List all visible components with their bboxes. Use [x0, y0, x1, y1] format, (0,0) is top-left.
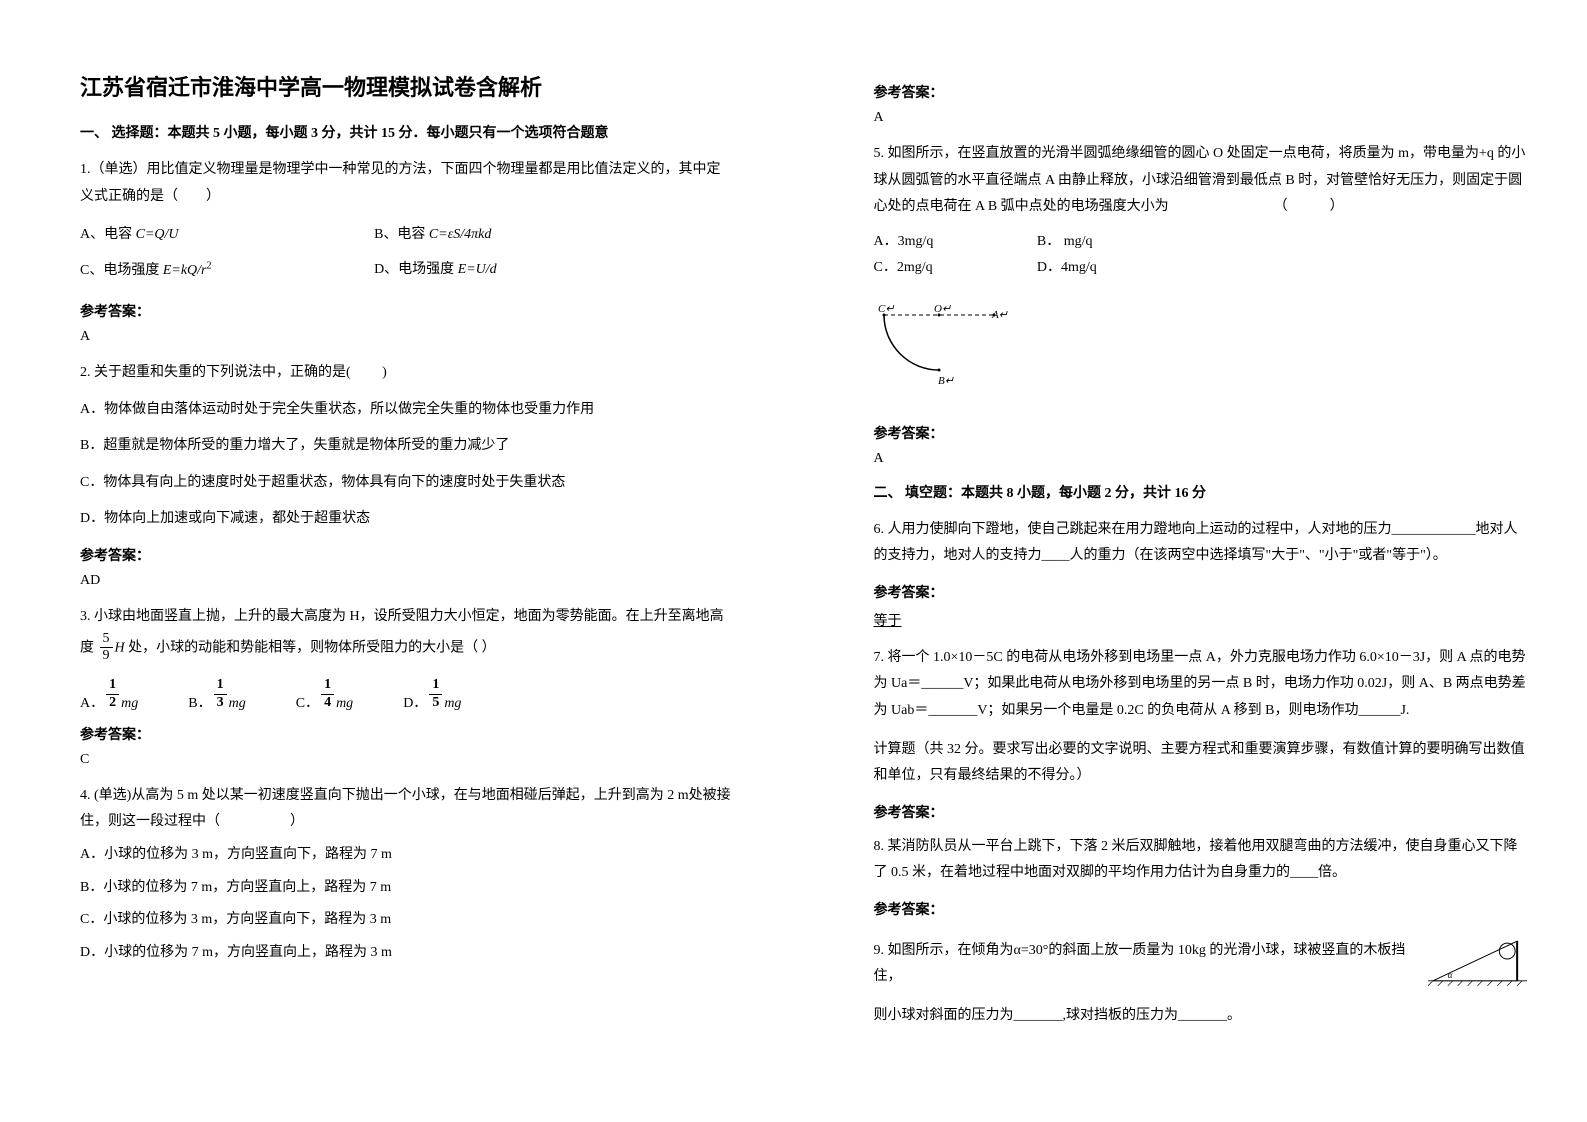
- question-4: 4. (单选)从高为 5 m 处以某一初速度竖直向下抛出一个小球，在与地面相碰后…: [80, 783, 734, 967]
- q4-text: 4. (单选)从高为 5 m 处以某一初速度竖直向下抛出一个小球，在与地面相碰后…: [80, 783, 734, 836]
- q5-opt-d: D．4mg/q: [1037, 255, 1200, 282]
- question-1: 1.（单选）用比值定义物理量是物理学中一种常见的方法，下面四个物理量都是用比值法…: [80, 157, 734, 289]
- answer-label: 参考答案：: [80, 545, 734, 565]
- answer-label: 参考答案：: [874, 82, 1528, 102]
- q4-opt-d: D．小球的位移为 7 m，方向竖直向上，路程为 3 m: [80, 940, 734, 967]
- fraction: 13: [214, 677, 227, 712]
- q3-opt-d: D． 15 mg: [403, 677, 461, 712]
- question-8: 8. 某消防队员从一平台上跳下，下落 2 米后双脚触地，接着他用双腿弯曲的方法缓…: [874, 834, 1528, 887]
- num: 1: [429, 677, 442, 695]
- q9-text2: 则小球对斜面的压力为_______,球对挡板的压力为_______。: [874, 1003, 1528, 1030]
- q3-frac-num: 5: [100, 631, 113, 649]
- q3-options: A． 12 mg B． 13 mg C． 14 mg D． 15 mg: [80, 677, 734, 712]
- num: 1: [214, 677, 227, 695]
- q2-opt-b: B．超重就是物体所受的重力增大了，失重就是物体所受的重力减少了: [80, 433, 734, 460]
- den: 4: [321, 695, 334, 712]
- opt-label: A．: [80, 692, 104, 712]
- q5-opt-c: C．2mg/q: [874, 255, 1037, 282]
- q1-opt-c: C、电场强度 E=kQ/r2: [80, 257, 374, 285]
- q3-fraction: 5 9: [100, 631, 113, 666]
- q4-opt-a: A．小球的位移为 3 m，方向竖直向下，路程为 7 m: [80, 842, 734, 869]
- q3-frac-suffix: H: [115, 640, 125, 655]
- q3-opt-b: B． 13 mg: [188, 677, 245, 712]
- q1-text: 1.（单选）用比值定义物理量是物理学中一种常见的方法，下面四个物理量都是用比值法…: [80, 157, 734, 210]
- right-column: 参考答案： A 5. 如图所示，在竖直放置的光滑半圆弧绝缘细管的圆心 O 处固定…: [794, 0, 1587, 1122]
- q1-answer: A: [80, 329, 734, 345]
- suffix: mg: [336, 696, 353, 712]
- answer-label: 参考答案：: [80, 724, 734, 744]
- q2-opt-c: C．物体具有向上的速度时处于超重状态，物体具有向下的速度时处于失重状态: [80, 470, 734, 497]
- section-2-header: 二、 填空题：本题共 8 小题，每小题 2 分，共计 16 分: [874, 482, 1528, 502]
- q6-answer-text: 等于: [874, 614, 902, 629]
- answer-label: 参考答案：: [874, 802, 1528, 822]
- section-1-header: 一、 选择题：本题共 5 小题，每小题 3 分，共计 15 分．每小题只有一个选…: [80, 122, 734, 142]
- q3-frac-den: 9: [100, 648, 113, 665]
- question-7: 7. 将一个 1.0×10－5C 的电荷从电场外移到电场里一点 A，外力克服电场…: [874, 645, 1528, 725]
- q9-text: 9. 如图所示，在倾角为α=30°的斜面上放一质量为 10kg 的光滑小球，球被…: [874, 938, 1428, 991]
- q5-options: A．3mg/q B． mg/q C．2mg/q D．4mg/q: [874, 229, 1528, 282]
- q5-diagram: C↵ O↵ A↵ B↵: [874, 300, 1014, 390]
- q4-opt-c: C．小球的位移为 3 m，方向竖直向下，路程为 3 m: [80, 907, 734, 934]
- suffix: mg: [229, 696, 246, 712]
- q2-answer: AD: [80, 573, 734, 589]
- opt-label: D．: [403, 692, 427, 712]
- answer-label: 参考答案：: [874, 423, 1528, 443]
- left-column: 江苏省宿迁市淮海中学高一物理模拟试卷含解析 一、 选择题：本题共 5 小题，每小…: [0, 0, 794, 1122]
- question-3: 3. 小球由地面竖直上抛，上升的最大高度为 H，设所受阻力大小恒定，地面为零势能…: [80, 604, 734, 665]
- num: 1: [321, 677, 334, 695]
- svg-text:B↵: B↵: [938, 375, 954, 387]
- opt-label: B．: [188, 692, 211, 712]
- svg-text:O↵: O↵: [934, 303, 951, 315]
- q7-calc-note: 计算题（共 32 分。要求写出必要的文字说明、主要方程式和重要演算步骤，有数值计…: [874, 737, 1528, 790]
- suffix: mg: [444, 696, 461, 712]
- q3-opt-c: C． 14 mg: [296, 677, 353, 712]
- q4-answer: A: [874, 110, 1528, 126]
- den: 5: [429, 695, 442, 712]
- question-9: 9. 如图所示，在倾角为α=30°的斜面上放一质量为 10kg 的光滑小球，球被…: [874, 931, 1528, 991]
- q1-opt-a: A、电容 C=Q/U: [80, 222, 374, 249]
- den: 3: [214, 695, 227, 712]
- question-2: 2. 关于超重和失重的下列说法中，正确的是( ) A．物体做自由落体运动时处于完…: [80, 360, 734, 533]
- q1-opt-d: D、电场强度 E=U/d: [374, 257, 668, 285]
- q2-opt-d: D．物体向上加速或向下减速，都处于超重状态: [80, 506, 734, 533]
- q3-text-2: 处，小球的动能和势能相等，则物体所受阻力的大小是（ ）: [128, 640, 496, 655]
- q6-answer: 等于: [874, 610, 1528, 630]
- fraction: 14: [321, 677, 334, 712]
- page-title: 江苏省宿迁市淮海中学高一物理模拟试卷含解析: [80, 70, 734, 102]
- answer-label: 参考答案：: [80, 301, 734, 321]
- q1-options: A、电容 C=Q/U B、电容 C=εS/4πkd C、电场强度 E=kQ/r2…: [80, 218, 734, 289]
- svg-text:C↵: C↵: [878, 303, 895, 315]
- q2-text: 2. 关于超重和失重的下列说法中，正确的是( ): [80, 360, 734, 387]
- answer-label: 参考答案：: [874, 899, 1528, 919]
- q5-opt-b: B． mg/q: [1037, 229, 1200, 256]
- q5-text: 5. 如图所示，在竖直放置的光滑半圆弧绝缘细管的圆心 O 处固定一点电荷，将质量…: [874, 141, 1528, 221]
- den: 2: [106, 695, 119, 712]
- q3-opt-a: A． 12 mg: [80, 677, 138, 712]
- opt-label: C．: [296, 692, 319, 712]
- fraction: 15: [429, 677, 442, 712]
- svg-text:α: α: [1448, 970, 1453, 980]
- q5-opt-a: A．3mg/q: [874, 229, 1037, 256]
- question-5: 5. 如图所示，在竖直放置的光滑半圆弧绝缘细管的圆心 O 处固定一点电荷，将质量…: [874, 141, 1528, 411]
- question-6: 6. 人用力使脚向下蹬地，使自己跳起来在用力蹬地向上运动的过程中，人对地的压力_…: [874, 517, 1528, 570]
- q9-diagram: α: [1428, 931, 1527, 991]
- q2-opt-a: A．物体做自由落体运动时处于完全失重状态，所以做完全失重的物体也受重力作用: [80, 397, 734, 424]
- answer-label: 参考答案：: [874, 582, 1528, 602]
- q5-answer: A: [874, 451, 1528, 467]
- suffix: mg: [121, 696, 138, 712]
- fraction: 12: [106, 677, 119, 712]
- q3-answer: C: [80, 752, 734, 768]
- num: 1: [106, 677, 119, 695]
- q4-opt-b: B．小球的位移为 7 m，方向竖直向上，路程为 7 m: [80, 875, 734, 902]
- q1-opt-b: B、电容 C=εS/4πkd: [374, 222, 668, 249]
